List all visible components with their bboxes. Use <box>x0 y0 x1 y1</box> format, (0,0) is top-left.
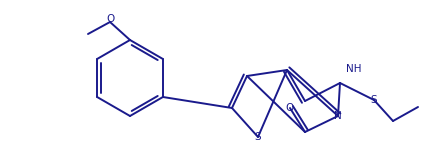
Text: S: S <box>255 132 261 142</box>
Text: S: S <box>371 95 377 105</box>
Text: NH: NH <box>346 64 362 74</box>
Text: N: N <box>334 111 342 121</box>
Text: O: O <box>107 14 115 24</box>
Text: O: O <box>286 103 294 113</box>
